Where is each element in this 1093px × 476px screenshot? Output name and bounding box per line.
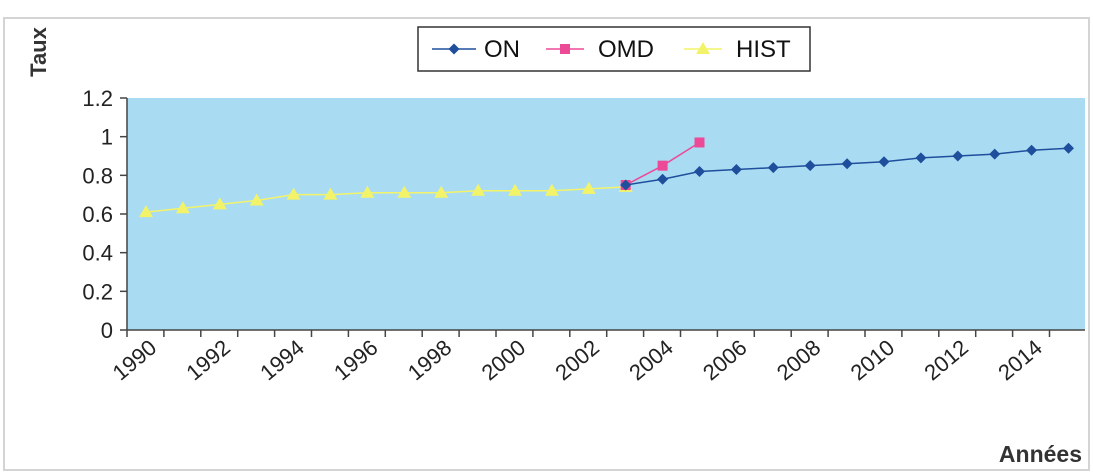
data-point-on [1026, 144, 1038, 156]
y-tick-label: 0 [101, 318, 113, 343]
plot-area [127, 98, 1085, 330]
data-point-on [694, 165, 705, 177]
legend-item-omd: OMD [546, 36, 654, 63]
data-point-on [878, 156, 890, 168]
data-point-on [730, 164, 742, 176]
legend-marker-omd [560, 44, 570, 54]
legend-label-omd: OMD [598, 36, 654, 63]
data-point-on [620, 179, 632, 191]
legend-item-hist: HIST [684, 36, 791, 63]
legend-label-hist: HIST [736, 36, 791, 63]
data-point-on [804, 160, 816, 172]
data-point-on [657, 173, 669, 185]
data-point-hist [434, 185, 449, 198]
data-point-omd [694, 137, 705, 148]
data-point-hist [323, 187, 338, 200]
y-tick-label: 0.6 [82, 202, 113, 227]
data-point-hist [397, 185, 412, 198]
data-point-omd [657, 160, 668, 171]
x-axis-title: Années [999, 441, 1082, 467]
y-axis-title: Taux [26, 26, 51, 76]
data-point-hist [508, 183, 522, 196]
data-point-hist [212, 197, 227, 210]
y-tick-label: 1 [101, 125, 113, 150]
data-point-hist [544, 183, 559, 196]
series-line-hist [145, 186, 626, 213]
data-point-on [952, 150, 964, 162]
series-hist [139, 179, 633, 218]
data-point-on [767, 162, 779, 174]
data-point-hist [581, 181, 596, 194]
data-point-on [989, 148, 1001, 160]
legend-label-on: ON [484, 36, 520, 63]
legend-marker-hist [696, 42, 710, 54]
data-point-hist [471, 183, 486, 196]
legend-item-on: ON [432, 36, 520, 63]
y-tick-label: 0.2 [82, 279, 113, 304]
series-layer [139, 137, 1074, 218]
data-point-hist [360, 185, 375, 198]
y-tick-label: 1.2 [82, 86, 113, 111]
legend-box [417, 26, 811, 72]
legend-marker-on [448, 43, 460, 55]
data-point-hist [286, 187, 301, 200]
data-point-hist [249, 193, 264, 206]
data-point-hist [175, 201, 190, 214]
series-on [620, 142, 1074, 191]
data-point-on [915, 152, 927, 164]
data-point-hist [139, 205, 153, 218]
y-tick-label: 0.8 [82, 163, 113, 188]
y-tick-label: 0.4 [82, 241, 113, 266]
data-point-on [1063, 142, 1074, 154]
data-point-on [841, 158, 853, 170]
legend: ON OMD HIST [417, 26, 811, 72]
